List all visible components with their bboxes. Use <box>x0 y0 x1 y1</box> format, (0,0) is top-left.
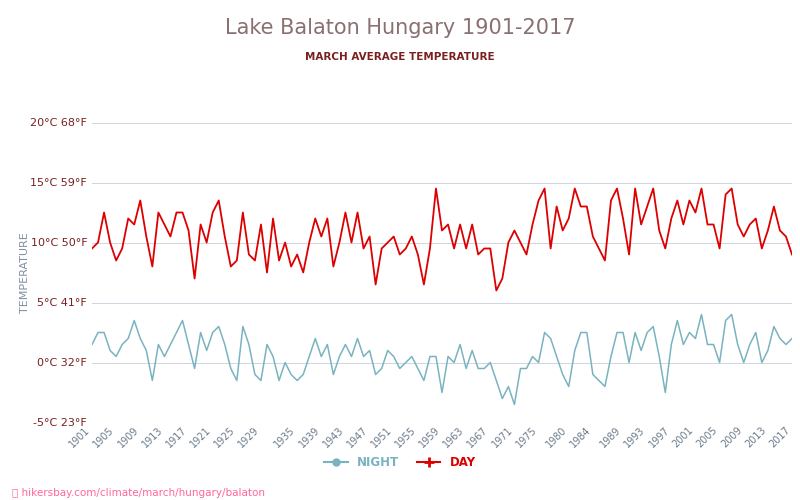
Y-axis label: TEMPERATURE: TEMPERATURE <box>20 232 30 313</box>
Text: Lake Balaton Hungary 1901-2017: Lake Balaton Hungary 1901-2017 <box>225 18 575 38</box>
Text: 📍 hikersbay.com/climate/march/hungary/balaton: 📍 hikersbay.com/climate/march/hungary/ba… <box>12 488 265 498</box>
Text: MARCH AVERAGE TEMPERATURE: MARCH AVERAGE TEMPERATURE <box>305 52 495 62</box>
Legend: NIGHT, DAY: NIGHT, DAY <box>319 452 481 474</box>
